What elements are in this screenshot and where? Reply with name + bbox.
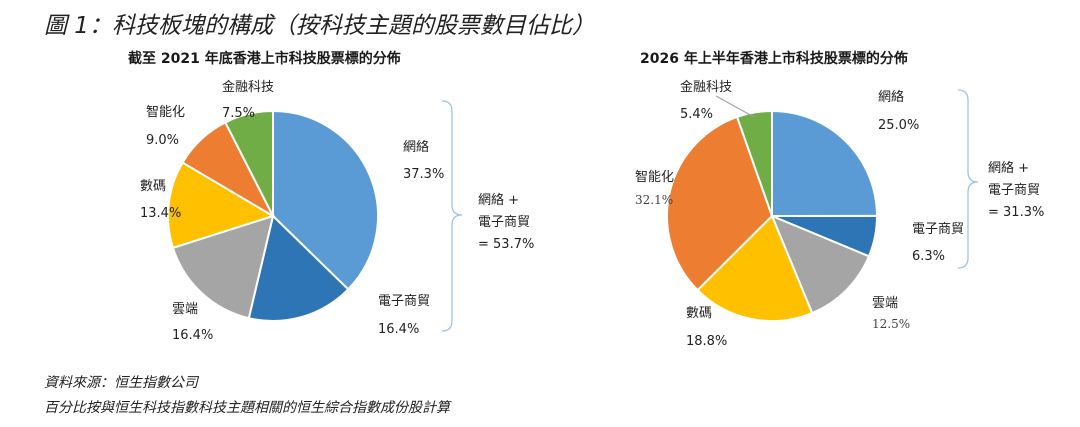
pie-2-slice-2 xyxy=(770,214,871,315)
pie-2-slice-0 xyxy=(771,109,879,218)
pie-1-slice-3-name: 數碼 xyxy=(140,179,166,194)
bracket-note-2-line-2: 電子商貿 xyxy=(988,183,1041,198)
pie-1-slice-4-name: 智能化 xyxy=(146,105,185,120)
source-note: 資料來源：恒生指數公司 xyxy=(44,375,198,391)
pie-2-slice-5-value: 5.4% xyxy=(680,107,713,122)
bracket-1 xyxy=(441,100,463,332)
pie-2-slice-4 xyxy=(666,115,774,292)
pie-1-slice-0 xyxy=(272,109,379,291)
pie-1-slice-3-value: 13.4% xyxy=(140,206,181,221)
chart-2-title: 2026 年上半年香港上市科技股票標的分佈 xyxy=(640,51,908,67)
pie-2-slice-5-name: 金融科技 xyxy=(680,79,732,95)
pie-1-slice-5-name: 金融科技 xyxy=(222,79,274,95)
bracket-note-2: 網絡 + 電子商貿 = 31.3% xyxy=(988,158,1044,224)
pie-1-slice-2-value: 16.4% xyxy=(172,328,213,343)
bracket-note-2-line-3: = 31.3% xyxy=(988,205,1045,220)
pie-2-slice-1-value: 6.3% xyxy=(912,249,945,264)
pie-1-slice-3 xyxy=(167,161,276,250)
footnote: 百分比按與恒生科技指數科技主題相關的恒生綜合指數成份股計算 xyxy=(44,400,450,416)
pie-2-slice-3-name: 數碼 xyxy=(686,306,712,321)
pie-2-slice-3-value: 18.8% xyxy=(686,334,727,349)
bracket-2 xyxy=(957,89,979,269)
bracket-note-1: 網絡 + 電子商貿 = 53.7% xyxy=(478,190,534,256)
bracket-note-1-line-3: = 53.7% xyxy=(478,237,535,252)
pie-1-slice-1-value: 16.4% xyxy=(378,322,419,337)
bracket-note-2-line-1: 網絡 + xyxy=(988,161,1030,176)
pie-chart-1: 網絡 37.3% 電子商貿 16.4% 雲端 16.4% 數碼 13.4% 智能化 9.0% 金融科… xyxy=(140,79,444,343)
leader-line-fintech xyxy=(715,95,755,118)
pie-2-slice-0-value: 25.0% xyxy=(878,118,919,133)
pie-1-slice-4-value: 9.0% xyxy=(146,133,179,148)
pie-chart-2: 網絡 25.0% 電子商貿 6.3% 雲端 12.5% 數碼 18.8% 智能化 32.1% 金融科… xyxy=(635,79,964,349)
pie-1-slice-0-name: 網絡 xyxy=(403,139,429,155)
chart-1-title: 截至 2021 年底香港上市科技股票標的分佈 xyxy=(128,51,401,67)
pie-2-slice-0-name: 網絡 xyxy=(878,89,904,105)
pie-1-slice-2 xyxy=(171,214,275,320)
pie-2-slice-4-name: 智能化 xyxy=(635,170,674,185)
pie-1-slice-1-name: 電子商貿 xyxy=(378,294,430,309)
pie-2-slice-5 xyxy=(735,109,773,217)
pie-2-slice-3 xyxy=(696,214,814,322)
figure-title: 圖 1：科技板塊的構成（按科技主題的股票數目佔比） xyxy=(44,13,595,39)
bracket-note-1-line-2: 電子商貿 xyxy=(478,215,531,230)
pie-2-slice-2-value: 12.5% xyxy=(872,317,910,331)
pie-1-slice-5 xyxy=(223,109,274,217)
bracket-note-1-line-1: 網絡 + xyxy=(478,193,520,208)
pie-2-slice-2-name: 雲端 xyxy=(872,296,898,311)
pie-1-slice-1 xyxy=(247,214,350,323)
pie-2-slice-1-name: 電子商貿 xyxy=(912,222,964,237)
pie-1-slice-0-value: 37.3% xyxy=(403,167,444,182)
pie-1-slice-5-value: 7.5% xyxy=(222,106,255,121)
pie-1-slice-2-name: 雲端 xyxy=(172,302,198,317)
pie-2-slice-4-value: 32.1% xyxy=(635,193,673,207)
